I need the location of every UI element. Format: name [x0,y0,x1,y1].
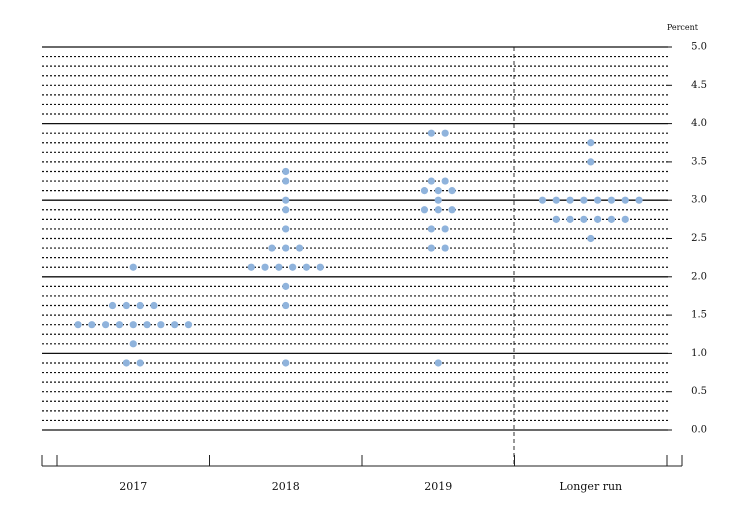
dot [122,359,130,367]
dot [427,244,435,252]
dot [427,177,435,185]
dot [552,196,560,204]
dot [184,321,193,329]
y-tick-label: 0.5 [691,386,707,397]
dot [427,129,435,137]
dot [302,263,311,271]
dot [594,215,602,223]
y-tick-label: 1.5 [691,310,707,321]
dot [448,206,456,214]
dot [607,215,616,223]
dot [282,244,290,252]
dot [282,282,290,290]
dot [282,196,290,204]
dot [150,301,158,310]
dot [171,321,179,329]
y-tick-label: 0.0 [691,425,707,436]
dot [136,359,144,367]
y-tick-label: 4.5 [691,80,707,91]
dot [289,263,297,271]
y-axis-label: Percent [667,23,699,32]
dot [108,301,117,310]
dot [74,321,82,329]
dot [420,206,429,214]
dot [621,215,629,223]
dot [295,244,304,252]
dot [441,225,449,233]
dot [282,225,290,233]
dot [621,196,629,204]
dot [129,263,137,271]
dot [552,215,560,223]
dot [580,215,588,223]
dot [136,301,144,310]
dot [420,187,429,195]
y-tick-label: 4.0 [691,118,707,129]
dot [566,215,574,223]
dot [427,225,435,233]
y-tick-label: 2.0 [691,271,707,282]
dot [441,177,449,185]
dot [538,196,547,204]
dot [129,340,137,348]
dot [434,359,442,367]
dot [122,301,130,310]
x-tick-label: Longer run [559,480,622,493]
dot [129,321,137,329]
dot [587,158,595,166]
dot [434,187,442,195]
x-tick-label: 2019 [424,480,452,493]
x-tick-label: 2017 [119,480,147,493]
dot [275,263,283,271]
y-tick-label: 2.5 [691,233,707,244]
dot [448,187,456,195]
dot [441,129,449,137]
dot [635,196,643,204]
dot [607,196,616,204]
dot [143,321,151,329]
dot [282,206,290,214]
dot [102,321,110,329]
dot [594,196,602,204]
y-tick-label: 3.5 [691,156,707,167]
dot [261,263,269,271]
dot [282,167,290,176]
dot [282,177,290,185]
y-tick-label: 5.0 [691,42,707,53]
dot [282,301,290,310]
x-tick-label: 2018 [272,480,300,493]
dot [434,206,442,214]
dot [587,139,595,147]
dot [316,263,324,271]
dot [268,244,276,252]
dot [434,196,442,204]
y-tick-label: 3.0 [691,195,707,206]
dot [580,196,588,204]
dot [247,263,255,271]
dot [282,359,290,367]
dot [566,196,574,204]
dot [157,321,165,329]
dot [441,244,449,252]
dot [115,321,124,329]
dot [88,321,96,329]
dot [587,234,595,243]
y-tick-label: 1.0 [691,348,707,359]
